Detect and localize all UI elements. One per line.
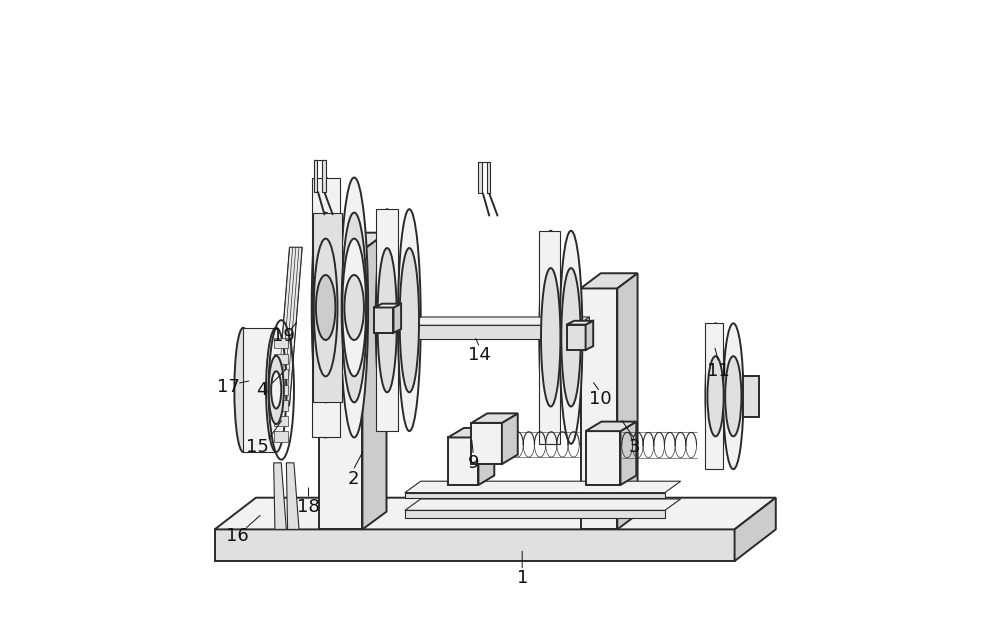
Text: 16: 16 bbox=[226, 527, 248, 545]
Polygon shape bbox=[374, 304, 401, 307]
Polygon shape bbox=[581, 288, 617, 529]
Ellipse shape bbox=[269, 356, 284, 424]
Ellipse shape bbox=[705, 323, 726, 469]
Text: 1: 1 bbox=[517, 569, 528, 587]
Ellipse shape bbox=[312, 178, 340, 437]
Polygon shape bbox=[478, 162, 482, 193]
Ellipse shape bbox=[561, 268, 581, 406]
Text: 14: 14 bbox=[468, 346, 491, 364]
Polygon shape bbox=[620, 422, 636, 485]
Polygon shape bbox=[487, 162, 490, 193]
Polygon shape bbox=[376, 209, 398, 431]
Polygon shape bbox=[274, 431, 288, 442]
Text: 18: 18 bbox=[297, 498, 320, 516]
Polygon shape bbox=[409, 317, 589, 325]
Polygon shape bbox=[286, 463, 299, 529]
Ellipse shape bbox=[560, 231, 582, 444]
Ellipse shape bbox=[342, 212, 367, 403]
Ellipse shape bbox=[723, 323, 743, 469]
Polygon shape bbox=[313, 212, 342, 403]
Polygon shape bbox=[735, 498, 776, 561]
Text: 10: 10 bbox=[589, 391, 611, 408]
Polygon shape bbox=[319, 233, 387, 250]
Polygon shape bbox=[405, 481, 681, 493]
Ellipse shape bbox=[271, 372, 281, 408]
Polygon shape bbox=[215, 498, 776, 529]
Polygon shape bbox=[405, 493, 665, 498]
Text: 19: 19 bbox=[272, 327, 295, 345]
Polygon shape bbox=[405, 510, 665, 518]
Polygon shape bbox=[374, 307, 393, 333]
Polygon shape bbox=[586, 321, 593, 350]
Polygon shape bbox=[705, 323, 723, 469]
Ellipse shape bbox=[342, 238, 366, 377]
Ellipse shape bbox=[377, 248, 397, 392]
Polygon shape bbox=[215, 529, 735, 561]
Polygon shape bbox=[274, 339, 288, 349]
Ellipse shape bbox=[266, 328, 286, 452]
Polygon shape bbox=[274, 354, 288, 364]
Ellipse shape bbox=[398, 209, 421, 431]
Text: 4: 4 bbox=[256, 381, 268, 399]
Polygon shape bbox=[314, 160, 317, 192]
Polygon shape bbox=[274, 401, 288, 411]
Polygon shape bbox=[586, 422, 636, 431]
Polygon shape bbox=[274, 385, 288, 395]
Ellipse shape bbox=[340, 178, 368, 437]
Polygon shape bbox=[567, 321, 593, 325]
Polygon shape bbox=[405, 499, 681, 510]
Polygon shape bbox=[274, 416, 288, 426]
Polygon shape bbox=[502, 413, 518, 464]
Polygon shape bbox=[243, 328, 276, 452]
Ellipse shape bbox=[400, 248, 419, 392]
Ellipse shape bbox=[316, 275, 335, 340]
Polygon shape bbox=[319, 250, 362, 529]
Polygon shape bbox=[312, 178, 340, 437]
Text: 15: 15 bbox=[246, 438, 269, 456]
Ellipse shape bbox=[725, 356, 741, 436]
Polygon shape bbox=[478, 428, 494, 485]
Polygon shape bbox=[409, 325, 578, 339]
Polygon shape bbox=[617, 273, 638, 529]
Polygon shape bbox=[448, 437, 478, 485]
Ellipse shape bbox=[707, 356, 724, 436]
Polygon shape bbox=[322, 160, 326, 192]
Polygon shape bbox=[448, 428, 494, 437]
Polygon shape bbox=[393, 304, 401, 333]
Text: 3: 3 bbox=[629, 438, 640, 456]
Text: 9: 9 bbox=[468, 454, 479, 472]
Ellipse shape bbox=[234, 328, 252, 452]
Polygon shape bbox=[274, 463, 286, 529]
Polygon shape bbox=[581, 273, 638, 288]
Ellipse shape bbox=[314, 238, 338, 377]
Polygon shape bbox=[471, 423, 502, 464]
Polygon shape bbox=[743, 376, 759, 417]
Text: 17: 17 bbox=[217, 378, 240, 396]
Polygon shape bbox=[471, 413, 518, 423]
Polygon shape bbox=[567, 325, 586, 350]
Ellipse shape bbox=[539, 231, 562, 444]
Ellipse shape bbox=[376, 209, 399, 431]
Ellipse shape bbox=[313, 212, 338, 403]
Polygon shape bbox=[539, 231, 560, 444]
Polygon shape bbox=[362, 233, 387, 529]
Ellipse shape bbox=[344, 275, 364, 340]
Polygon shape bbox=[274, 369, 288, 379]
Polygon shape bbox=[277, 247, 302, 406]
Polygon shape bbox=[586, 431, 620, 485]
Text: 11: 11 bbox=[707, 362, 730, 380]
Ellipse shape bbox=[541, 268, 560, 406]
Text: 2: 2 bbox=[347, 470, 359, 488]
Polygon shape bbox=[578, 317, 589, 339]
